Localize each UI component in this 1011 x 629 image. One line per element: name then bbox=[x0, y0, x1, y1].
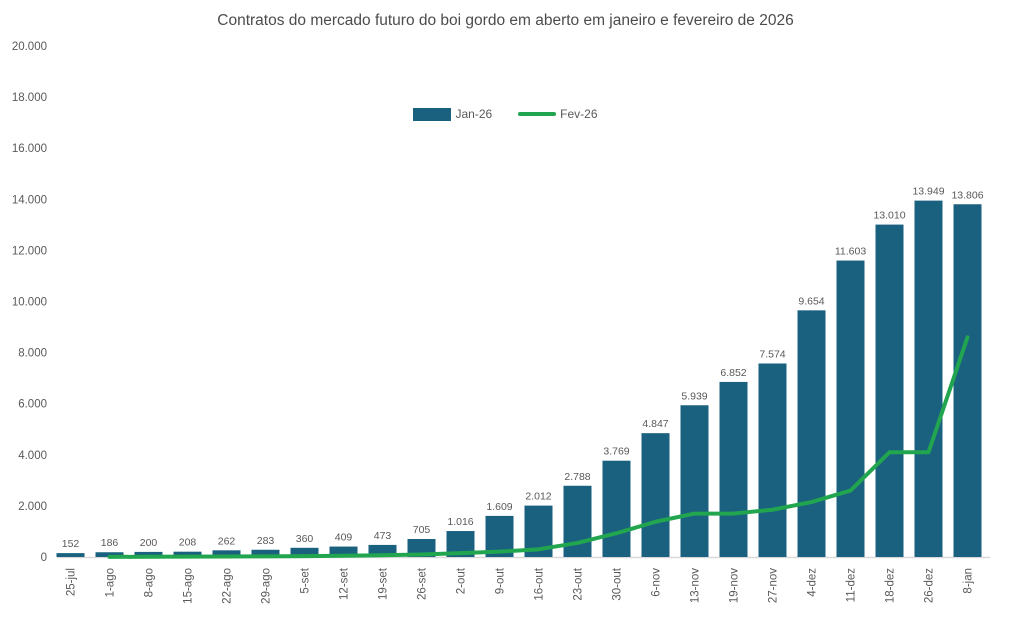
x-tick-label: 16-out bbox=[534, 567, 546, 600]
legend-item-fev26: Fev-26 bbox=[518, 107, 598, 121]
legend-bar-swatch bbox=[413, 107, 452, 121]
y-tick-label: 14.000 bbox=[12, 194, 47, 206]
x-tick-label: 19-set bbox=[378, 567, 390, 600]
y-tick-label: 10.000 bbox=[12, 297, 47, 309]
bar-label: 283 bbox=[257, 535, 275, 547]
bar-label: 152 bbox=[62, 538, 80, 550]
x-tick-label: 15-ago bbox=[183, 568, 195, 604]
bar-5-set bbox=[290, 547, 319, 557]
bar-label: 5.939 bbox=[681, 390, 707, 402]
x-tick-label: 5-set bbox=[300, 567, 312, 593]
bar-label: 473 bbox=[374, 530, 392, 542]
bar-label: 13.806 bbox=[951, 189, 983, 201]
bar-label: 9.654 bbox=[798, 295, 824, 307]
bar-label: 3.769 bbox=[603, 446, 629, 458]
x-tick-label: 2-out bbox=[456, 567, 468, 594]
y-tick-label: 8.000 bbox=[18, 348, 47, 360]
fev26-line bbox=[107, 335, 970, 559]
x-tick-label: 22-ago bbox=[222, 568, 234, 604]
x-tick-label: 12-set bbox=[339, 567, 351, 600]
x-tick-label: 1-ago bbox=[105, 568, 117, 597]
bar-label: 2.012 bbox=[525, 491, 551, 503]
legend-label-fev26: Fev-26 bbox=[560, 107, 598, 121]
bar-19-nov bbox=[719, 381, 748, 557]
bar-label: 13.949 bbox=[912, 186, 944, 198]
bar-label: 262 bbox=[218, 535, 236, 547]
x-tick-label: 25-jul bbox=[66, 568, 78, 596]
x-tick-label: 6-nov bbox=[651, 568, 663, 597]
y-tick-label: 20.000 bbox=[12, 41, 47, 53]
bar-25-jul bbox=[56, 553, 85, 557]
bar-30-out bbox=[602, 460, 631, 557]
bar-label: 360 bbox=[296, 533, 314, 545]
x-tick-label: 26-set bbox=[417, 567, 429, 600]
bar-label: 6.852 bbox=[720, 367, 746, 379]
bar-8-ago bbox=[134, 551, 163, 557]
x-tick-label: 11-dez bbox=[846, 568, 858, 603]
x-tick-label: 27-nov bbox=[768, 568, 780, 603]
bar-label: 208 bbox=[179, 537, 197, 549]
x-tick-label: 19-nov bbox=[729, 568, 741, 603]
y-tick-label: 2.000 bbox=[18, 501, 47, 513]
bar-label: 200 bbox=[140, 537, 158, 549]
x-tick-label: 30-out bbox=[612, 567, 624, 600]
bar-18-dez bbox=[875, 224, 904, 558]
bar-4-dez bbox=[797, 310, 826, 557]
y-tick-label: 6.000 bbox=[18, 399, 47, 411]
bar-label: 1.016 bbox=[447, 516, 473, 528]
bar-27-nov bbox=[758, 363, 787, 557]
bar-11-dez bbox=[836, 260, 865, 557]
legend-label-jan26: Jan-26 bbox=[455, 107, 493, 121]
bar-22-ago bbox=[212, 550, 241, 557]
bar-label: 409 bbox=[335, 532, 353, 544]
x-tick-label: 13-nov bbox=[690, 568, 702, 603]
x-tick-label: 4-dez bbox=[807, 568, 819, 597]
y-tick-label: 4.000 bbox=[18, 450, 47, 462]
x-tick-label: 9-out bbox=[495, 567, 507, 594]
bar-13-nov bbox=[680, 405, 709, 557]
bar-1-ago bbox=[95, 552, 124, 557]
legend-line-swatch bbox=[518, 112, 557, 116]
chart-title: Contratos do mercado futuro do boi gordo… bbox=[217, 12, 794, 29]
bar-label: 4.847 bbox=[642, 418, 668, 430]
x-tick-label: 8-ago bbox=[144, 568, 156, 597]
x-tick-label: 23-out bbox=[573, 567, 585, 600]
x-tick-label: 18-dez bbox=[885, 568, 897, 603]
y-tick-label: 18.000 bbox=[12, 92, 47, 104]
bar-26-dez bbox=[914, 200, 943, 558]
bar-15-ago bbox=[173, 551, 202, 557]
bar-29-ago bbox=[251, 549, 280, 557]
bar-label: 11.603 bbox=[835, 246, 866, 258]
y-tick-label: 12.000 bbox=[12, 245, 47, 257]
bar-label: 2.788 bbox=[564, 471, 590, 483]
bar-label: 186 bbox=[101, 537, 119, 549]
x-tick-label: 8-jan bbox=[963, 568, 975, 594]
bar-8-jan bbox=[953, 204, 982, 557]
bar-label: 1.609 bbox=[486, 501, 512, 513]
bar-6-nov bbox=[641, 433, 670, 557]
bar-label: 7.574 bbox=[759, 348, 785, 360]
bar-label: 13.010 bbox=[873, 210, 905, 222]
y-tick-label: 0 bbox=[41, 552, 47, 564]
legend-item-jan26: Jan-26 bbox=[413, 107, 492, 121]
y-tick-label: 16.000 bbox=[12, 143, 47, 155]
x-tick-label: 26-dez bbox=[924, 568, 936, 603]
x-tick-label: 29-ago bbox=[261, 568, 273, 604]
legend: Jan-26 Fev-26 bbox=[0, 107, 1011, 121]
bar-label: 705 bbox=[413, 524, 431, 536]
bar-12-set bbox=[329, 546, 358, 557]
